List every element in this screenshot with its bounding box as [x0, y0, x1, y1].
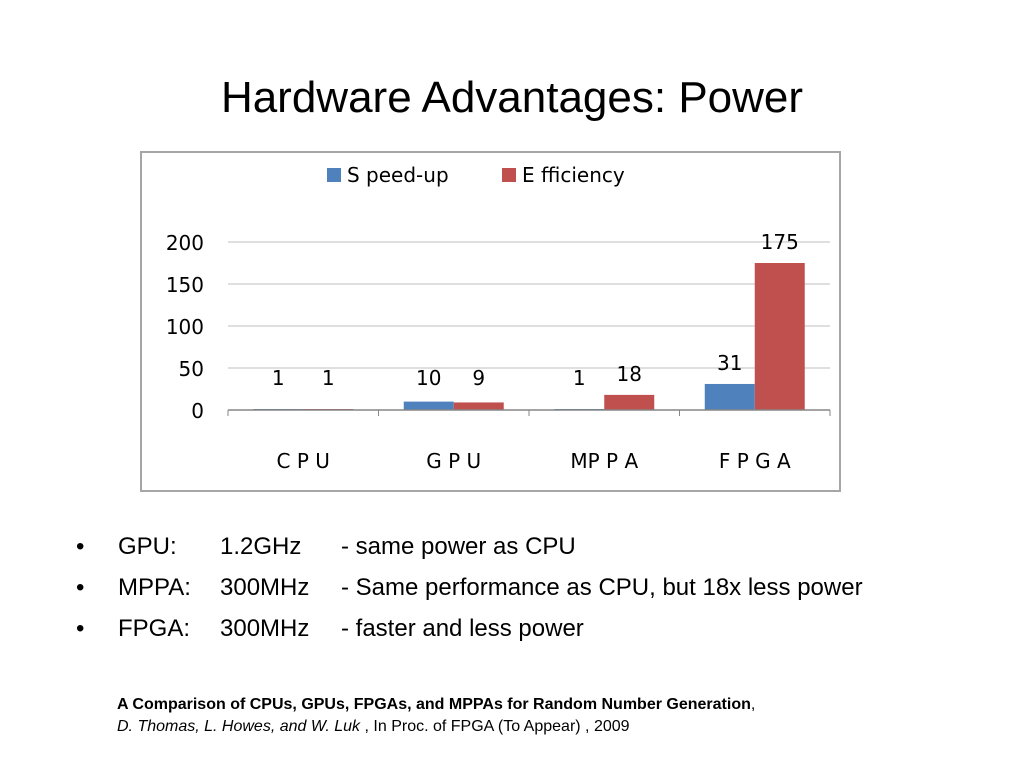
bullet-dot: •: [76, 615, 85, 642]
legend-label: S peed-up: [347, 163, 449, 187]
bar-speedup: [704, 383, 755, 410]
bullet-note: - Same performance as CPU, but 18x less …: [341, 574, 863, 601]
data-label: 175: [761, 230, 799, 254]
paper-title-suffix: ,: [750, 696, 756, 713]
y-tick-label: 100: [166, 315, 204, 339]
data-label: 31: [717, 351, 742, 375]
bullet-gpu: • GPU: 1.2GHz - same power as CPU: [76, 526, 1016, 567]
bullet-mppa: • MPPA: 300MHz - Same performance as CPU…: [76, 567, 1016, 608]
x-tick-label: F P G A: [719, 449, 791, 473]
bullet-speed: 300MHz: [220, 574, 310, 601]
legend-swatch: [327, 168, 341, 182]
bullet-note: - faster and less power: [341, 615, 584, 642]
paper-authors: D. Thomas, L. Howes, and W. Luk: [117, 718, 361, 735]
bullet-dot: •: [76, 533, 85, 560]
bar-speedup: [403, 401, 454, 410]
y-tick-label: 50: [179, 357, 204, 381]
citation-line-2: D. Thomas, L. Howes, and W. Luk , In Pro…: [117, 716, 997, 738]
bar-efficiency: [754, 263, 805, 410]
data-label: 1: [573, 366, 586, 390]
bullet-speed: 1.2GHz: [220, 533, 302, 560]
legend-label: E fficiency: [522, 163, 625, 187]
bullet-label: GPU:: [118, 533, 177, 560]
x-tick-label: G P U: [426, 449, 481, 473]
paper-venue: , In Proc. of FPGA (To Appear) , 2009: [360, 718, 630, 735]
data-label: 1: [272, 366, 285, 390]
bullet-label: FPGA:: [118, 615, 191, 642]
bullet-label: MPPA:: [118, 574, 191, 601]
data-label: 9: [472, 366, 485, 390]
paper-title: A Comparison of CPUs, GPUs, FPGAs, and M…: [117, 696, 751, 713]
y-tick-label: 150: [166, 273, 204, 297]
legend-swatch: [502, 168, 516, 182]
bullet-speed: 300MHz: [220, 615, 310, 642]
x-tick-label: MP P A: [570, 449, 638, 473]
bullet-note: - same power as CPU: [341, 533, 576, 560]
bar-efficiency: [453, 402, 504, 410]
slide-title: Hardware Advantages: Power: [220, 73, 804, 122]
bullet-fpga: • FPGA: 300MHz - faster and less power: [76, 608, 1016, 649]
data-label: 18: [617, 362, 642, 386]
bar-chart: 0 50 100 150 200 1 10 1 31 1 9 18 175 C P U G P U MP P …: [140, 151, 841, 492]
bullet-list: • GPU: 1.2GHz - same power as CPU • MPPA…: [76, 526, 1016, 649]
bar-chart-svg: 0 50 100 150 200 1 10 1 31 1 9 18 175 C P U G P U MP P …: [166, 163, 831, 473]
y-tick-label: 200: [166, 231, 204, 255]
bullet-dot: •: [76, 574, 85, 601]
citation: A Comparison of CPUs, GPUs, FPGAs, and M…: [117, 694, 997, 738]
data-label: 10: [416, 366, 441, 390]
data-label: 1: [322, 366, 335, 390]
bar-efficiency: [604, 394, 655, 410]
x-tick-label: C P U: [277, 449, 330, 473]
citation-line-1: A Comparison of CPUs, GPUs, FPGAs, and M…: [117, 694, 997, 716]
y-tick-label: 0: [191, 399, 204, 423]
